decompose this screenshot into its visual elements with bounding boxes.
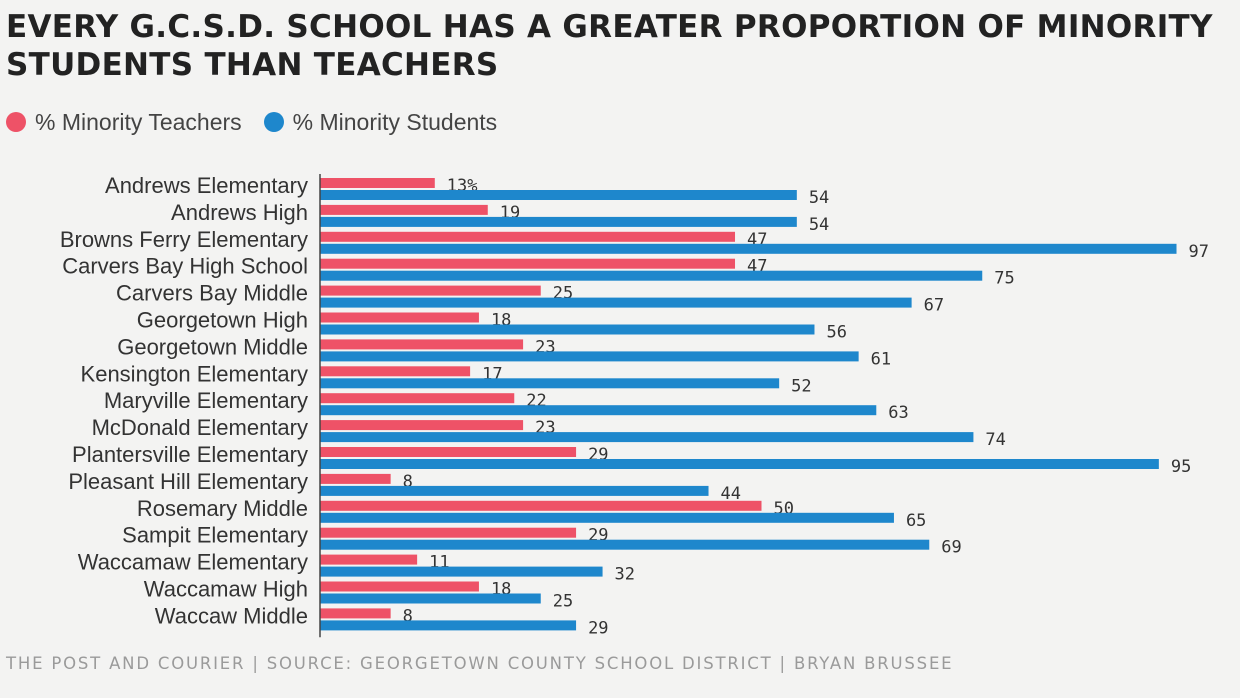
students-bar	[320, 620, 577, 631]
category-label: Georgetown High	[137, 308, 308, 333]
students-value-label: 52	[791, 376, 811, 396]
students-value-label: 29	[588, 618, 608, 638]
teachers-swatch-icon	[6, 112, 26, 132]
category-label: Andrews Elementary	[105, 173, 308, 198]
students-value-label: 63	[888, 403, 908, 423]
students-value-label: 54	[809, 188, 829, 208]
students-bar	[320, 566, 603, 577]
teachers-value-label: 8	[403, 606, 413, 626]
students-bar	[320, 539, 930, 550]
category-label: Carvers Bay Middle	[116, 281, 308, 306]
legend-item-students: % Minority Students	[263, 108, 498, 136]
students-bar	[320, 216, 797, 227]
students-swatch-icon	[263, 112, 284, 132]
students-value-label: 67	[924, 296, 944, 316]
category-label: Waccaw Middle	[155, 603, 308, 628]
teachers-bar	[320, 393, 515, 404]
category-label: Maryville Elementary	[104, 388, 308, 413]
students-value-label: 95	[1171, 457, 1191, 477]
category-label: Pleasant Hill Elementary	[68, 469, 308, 494]
teachers-bar	[320, 258, 736, 269]
students-bar	[320, 512, 894, 523]
teachers-bar	[320, 581, 479, 592]
students-bar	[320, 190, 797, 200]
teachers-bar	[320, 366, 471, 377]
students-value-label: 61	[871, 349, 891, 369]
students-value-label: 25	[553, 592, 573, 612]
category-label: Browns Ferry Elementary	[60, 227, 308, 252]
category-label: Kensington Elementary	[81, 361, 308, 386]
category-label: Waccamaw High	[144, 577, 308, 602]
students-bar	[320, 432, 974, 443]
students-bar	[320, 593, 541, 604]
teachers-bar	[320, 312, 479, 323]
legend-item-teachers: % Minority Teachers	[6, 109, 242, 136]
teachers-bar	[320, 204, 488, 215]
students-bar	[320, 485, 709, 496]
students-bar	[320, 270, 983, 281]
legend: % Minority Teachers % Minority Students	[6, 106, 519, 138]
students-bar	[320, 324, 815, 335]
teachers-bar	[320, 285, 541, 296]
students-bar	[320, 297, 912, 308]
teachers-bar	[320, 608, 391, 619]
category-label: McDonald Elementary	[92, 415, 308, 440]
category-label: Georgetown Middle	[117, 334, 308, 359]
category-label: Waccamaw Elementary	[78, 550, 308, 575]
chart-title: EVERY G.C.S.D. SCHOOL HAS A GREATER PROP…	[6, 9, 1213, 83]
students-bar	[320, 405, 877, 416]
teachers-bar	[320, 420, 524, 431]
students-bar	[320, 243, 1177, 254]
legend-label-students: % Minority Students	[292, 108, 498, 135]
students-value-label: 54	[809, 215, 829, 235]
legend-label-teachers: % Minority Teachers	[35, 108, 242, 135]
category-label: Sampit Elementary	[122, 523, 308, 548]
teachers-bar	[320, 473, 391, 484]
teachers-bar	[320, 527, 577, 538]
teachers-bar	[320, 447, 577, 457]
students-value-label: 69	[941, 538, 961, 558]
students-value-label: 32	[615, 565, 635, 585]
teachers-bar	[320, 500, 762, 511]
students-value-label: 75	[994, 269, 1014, 289]
category-label: Andrews High	[171, 200, 308, 225]
teachers-bar	[320, 339, 524, 350]
teachers-bar	[320, 178, 435, 188]
students-bar	[320, 351, 859, 362]
students-value-label: 97	[1189, 242, 1209, 262]
teachers-bar	[320, 231, 736, 242]
category-label: Carvers Bay High School	[62, 254, 308, 279]
category-label: Rosemary Middle	[137, 496, 308, 521]
students-bar	[320, 378, 780, 389]
source-credit: THE POST AND COURIER | SOURCE: GEORGETOW…	[6, 654, 954, 673]
teachers-bar	[320, 554, 418, 565]
category-label: Plantersville Elementary	[72, 442, 308, 467]
students-value-label: 44	[721, 484, 741, 504]
students-value-label: 65	[906, 511, 926, 531]
students-bar	[320, 459, 1159, 469]
students-value-label: 56	[826, 323, 846, 343]
students-value-label: 74	[985, 430, 1005, 450]
teachers-value-label: 8	[403, 472, 413, 492]
